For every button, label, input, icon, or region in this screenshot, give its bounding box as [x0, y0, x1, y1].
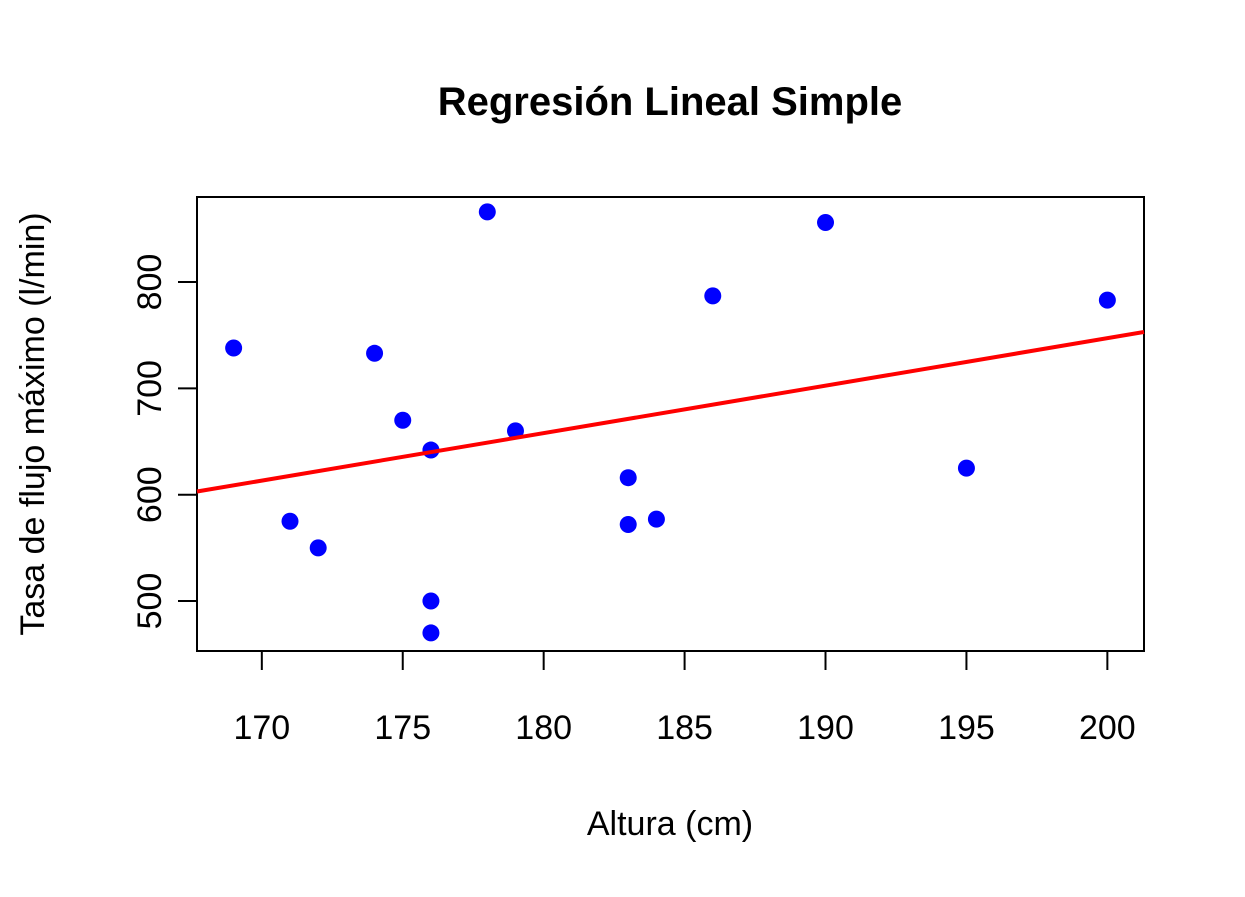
y-tick-label: 600: [131, 466, 169, 523]
x-tick-label: 185: [656, 709, 713, 747]
data-point: [1098, 291, 1116, 309]
data-point: [225, 339, 243, 357]
data-point: [619, 469, 637, 487]
x-axis-label: Altura (cm): [587, 805, 753, 843]
x-axis: 170 175 180 185 190 195 200: [233, 650, 1136, 747]
y-axis-label: Tasa de flujo máximo (l/min): [14, 212, 52, 635]
regression-line: [196, 330, 1145, 494]
data-point: [704, 287, 722, 305]
y-tick-label: 500: [131, 573, 169, 630]
y-tick-label: 800: [131, 254, 169, 311]
data-point: [817, 214, 835, 232]
data-point: [281, 512, 299, 530]
x-tick-label: 180: [515, 709, 572, 747]
data-point: [619, 515, 637, 533]
x-tick-label: 175: [374, 709, 431, 747]
chart-title: Regresión Lineal Simple: [438, 80, 903, 124]
data-point: [647, 510, 665, 528]
data-point: [394, 411, 412, 429]
data-point: [478, 203, 496, 221]
data-point: [422, 592, 440, 610]
x-tick-label: 195: [938, 709, 995, 747]
x-tick-label: 170: [233, 709, 290, 747]
y-tick-label: 700: [131, 360, 169, 417]
data-point: [957, 459, 975, 477]
x-tick-label: 200: [1079, 709, 1136, 747]
data-point: [309, 539, 327, 557]
y-axis: 500 600 700 800: [131, 254, 198, 630]
data-point: [422, 624, 440, 642]
plot-frame: [196, 196, 1145, 652]
x-tick-label: 190: [797, 709, 854, 747]
data-point: [366, 344, 384, 362]
plot-area: [196, 203, 1145, 642]
